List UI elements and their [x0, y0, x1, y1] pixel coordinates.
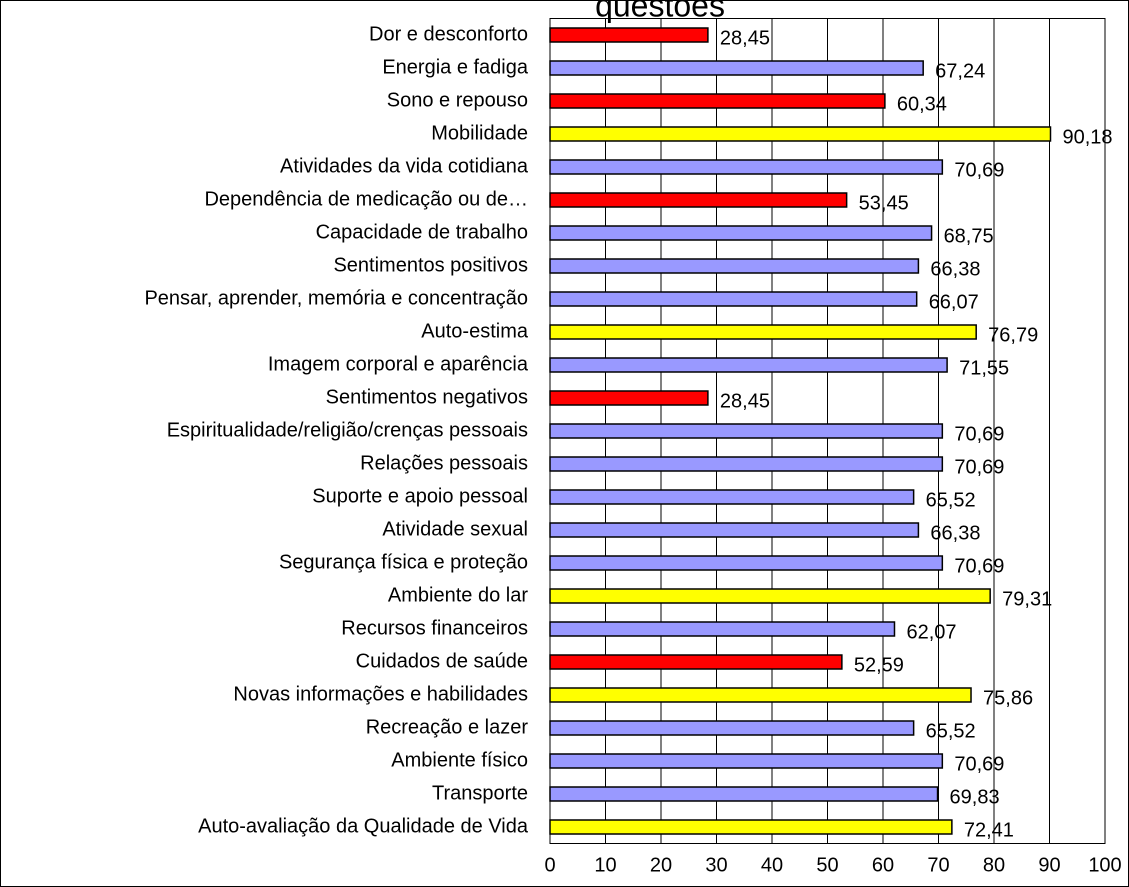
- data-label: 65,52: [926, 720, 976, 742]
- bar: [549, 225, 933, 241]
- x-tick-label: 100: [1088, 854, 1121, 876]
- bar: [549, 60, 924, 76]
- y-tick-label: Cuidados de saúde: [356, 650, 528, 672]
- bar: [549, 621, 896, 637]
- bar: [549, 192, 848, 208]
- data-label: 79,31: [1002, 588, 1052, 610]
- bar: [549, 687, 972, 703]
- data-label: 69,83: [950, 786, 1000, 808]
- y-tick-label: Sentimentos positivos: [333, 254, 528, 276]
- data-label: 71,55: [959, 357, 1009, 379]
- data-label: 70,69: [954, 555, 1004, 577]
- y-tick-label: Imagem corporal e aparência: [268, 353, 529, 375]
- y-tick-label: Sentimentos negativos: [326, 386, 528, 408]
- y-tick-label: Pensar, aprender, memória e concentração: [144, 287, 528, 309]
- bar: [549, 753, 944, 769]
- data-label: 68,75: [944, 225, 994, 247]
- data-label: 90,18: [1062, 126, 1112, 148]
- data-label: 62,07: [906, 621, 956, 643]
- x-tick-label: 20: [650, 854, 672, 876]
- y-tick-label: Espiritualidade/religião/crenças pessoai…: [167, 419, 528, 441]
- data-label: 53,45: [859, 192, 909, 214]
- bar: [549, 588, 991, 604]
- bar: [549, 720, 915, 736]
- bar: [549, 258, 920, 274]
- y-tick-label: Ambiente físico: [391, 749, 528, 771]
- x-tick-label: 70: [927, 854, 949, 876]
- y-tick-label: Segurança física e proteção: [279, 551, 528, 573]
- x-tick-label: 40: [761, 854, 783, 876]
- data-label: 60,34: [897, 93, 947, 115]
- y-tick-label: Dependência de medicação ou de…: [204, 188, 528, 210]
- bar: [549, 93, 886, 109]
- y-tick-label: Energia e fadiga: [382, 56, 529, 78]
- data-label: 66,38: [930, 258, 980, 280]
- bar: [549, 456, 944, 472]
- data-label: 65,52: [926, 489, 976, 511]
- y-tick-label: Recursos financeiros: [341, 617, 528, 639]
- y-tick-label: Dor e desconforto: [369, 23, 528, 45]
- x-tick-label: 90: [1038, 854, 1060, 876]
- bar: [549, 489, 915, 505]
- data-label: 70,69: [954, 753, 1004, 775]
- bar: [549, 555, 944, 571]
- data-label: 75,86: [983, 687, 1033, 709]
- data-label: 52,59: [854, 654, 904, 676]
- y-tick-label: Atividade sexual: [382, 518, 528, 540]
- y-tick-label: Capacidade de trabalho: [316, 221, 528, 243]
- bar: [549, 819, 953, 835]
- chart-title: questões: [595, 0, 725, 23]
- data-label: 66,07: [929, 291, 979, 313]
- y-tick-label: Recreação e lazer: [366, 716, 529, 738]
- data-label: 70,69: [954, 423, 1004, 445]
- bar: [549, 27, 709, 43]
- bar: [549, 423, 944, 439]
- bar: [549, 654, 843, 670]
- data-label: 76,79: [988, 324, 1038, 346]
- bar: [549, 126, 1052, 142]
- data-label: 28,45: [720, 390, 770, 412]
- bar: [549, 522, 920, 538]
- data-label: 66,38: [930, 522, 980, 544]
- bar: [549, 390, 709, 406]
- bar: [549, 159, 944, 175]
- x-tick-label: 50: [816, 854, 838, 876]
- y-tick-label: Atividades da vida cotidiana: [280, 155, 529, 177]
- y-tick-label: Auto-avaliação da Qualidade de Vida: [198, 815, 529, 837]
- y-tick-label: Suporte e apoio pessoal: [312, 485, 528, 507]
- y-tick-label: Novas informações e habilidades: [233, 683, 528, 705]
- data-label: 72,41: [964, 819, 1014, 841]
- data-label: 70,69: [954, 456, 1004, 478]
- y-tick-label: Mobilidade: [431, 122, 528, 144]
- bar: [549, 324, 977, 340]
- bar: [549, 786, 939, 802]
- x-tick-label: 30: [705, 854, 727, 876]
- y-tick-label: Relações pessoais: [360, 452, 528, 474]
- x-tick-label: 10: [594, 854, 616, 876]
- y-tick-label: Ambiente do lar: [388, 584, 528, 606]
- y-tick-label: Auto-estima: [421, 320, 529, 342]
- data-label: 70,69: [954, 159, 1004, 181]
- x-tick-label: 60: [872, 854, 894, 876]
- bar: [549, 357, 948, 373]
- y-tick-label: Sono e repouso: [387, 89, 528, 111]
- x-tick-label: 80: [983, 854, 1005, 876]
- y-tick-label: Transporte: [432, 782, 528, 804]
- data-label: 28,45: [720, 27, 770, 49]
- bar: [549, 291, 918, 307]
- data-label: 67,24: [935, 60, 985, 82]
- x-tick-label: 0: [544, 854, 555, 876]
